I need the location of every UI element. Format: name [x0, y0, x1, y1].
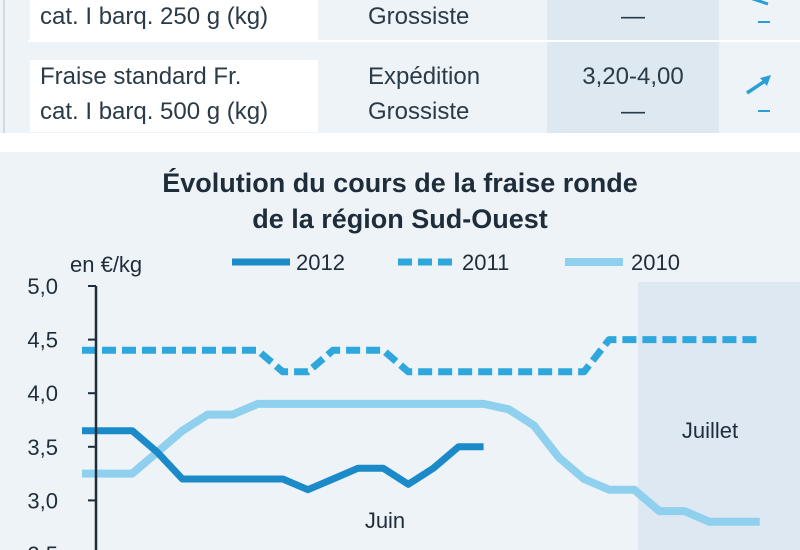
y-tick-label: 5,0 [27, 274, 58, 299]
up-arrow-icon [751, 0, 769, 6]
market-line2: Grossiste [368, 98, 470, 125]
stable-dash-icon [758, 110, 770, 112]
y-tick-label: 2,5 [27, 542, 58, 550]
price-table: cat. I barq. 250 g (kg) Grossiste — Frai… [0, 0, 800, 133]
y-axis-label: en €/kg [70, 252, 142, 277]
product-name-line2: cat. I barq. 250 g (kg) [40, 3, 269, 30]
y-tick-label: 3,5 [27, 435, 58, 460]
period-label-juillet: Juillet [682, 418, 738, 443]
market-line2: Grossiste [368, 3, 470, 30]
y-tick-label: 4,0 [27, 381, 58, 406]
product-name-line2: cat. I barq. 500 g (kg) [40, 98, 269, 125]
legend-label-2011: 2011 [462, 250, 509, 275]
chart-title-line1: Évolution du cours de la fraise ronde [162, 168, 638, 198]
table-row: Fraise standard Fr. cat. I barq. 500 g (… [0, 58, 800, 133]
price-column [547, 0, 719, 133]
product-name-line1: Fraise standard Fr. [40, 63, 242, 90]
series-2012-line [82, 427, 484, 494]
line-chart: 2,5 3,0 3,5 4,0 4,5 5,0 Juin Juillet en €/kg 20… [27, 250, 800, 550]
y-tick-label: 3,0 [27, 488, 58, 513]
table-left-rule [3, 0, 5, 133]
price-line1: 3,20-4,00 [582, 63, 684, 90]
price-line2: — [621, 98, 645, 125]
up-arrow-icon [746, 75, 771, 95]
series-2011-line [82, 336, 760, 376]
chart-title-line2: de la région Sud-Ouest [252, 204, 548, 234]
market-line1: Expédition [368, 63, 481, 90]
price-line2: — [621, 3, 645, 30]
stable-dash-icon [758, 21, 770, 23]
juillet-band [638, 282, 800, 550]
row-separator [28, 40, 800, 42]
chart-panel: Évolution du cours de la fraise ronde de… [0, 152, 800, 550]
table-row: cat. I barq. 250 g (kg) Grossiste — [0, 0, 800, 42]
legend-label-2012: 2012 [296, 250, 345, 275]
period-label-juin: Juin [365, 508, 405, 533]
series-2010-line [82, 399, 760, 526]
y-tick-label: 4,5 [27, 328, 58, 353]
legend-label-2010: 2010 [631, 250, 680, 275]
